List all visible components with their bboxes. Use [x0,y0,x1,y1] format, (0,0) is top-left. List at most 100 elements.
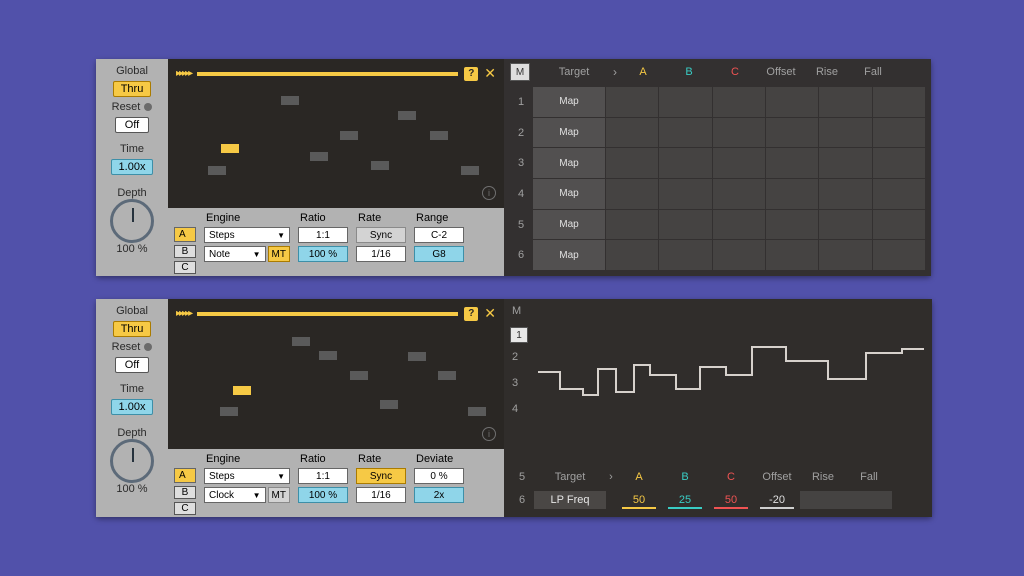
engine-a-button[interactable]: A [174,468,196,483]
step-block[interactable] [310,152,328,161]
cell-a[interactable] [606,148,658,178]
map-button[interactable]: Map [533,118,605,148]
time-value[interactable]: 1.00x [111,159,154,175]
step-block[interactable] [468,407,486,416]
rate-1[interactable]: Sync [356,227,406,243]
cell-b[interactable] [659,118,711,148]
target-name[interactable]: LP Freq [534,491,606,509]
step-display[interactable]: ▸▸▸▸▸ ? ✕ i [168,59,504,208]
step-block[interactable] [221,144,239,153]
step-block[interactable] [319,351,337,360]
viz-slot-1[interactable]: 1 [510,327,528,343]
val-a[interactable]: 50 [616,494,662,506]
off-button[interactable]: Off [115,357,149,373]
step-block[interactable] [350,371,368,380]
cell-fall[interactable] [873,240,925,270]
help-icon[interactable]: ? [464,307,478,321]
cell-c[interactable] [713,118,765,148]
step-block[interactable] [233,386,251,395]
val-rise[interactable] [800,491,846,509]
val-offset[interactable]: -20 [754,494,800,506]
engine-c-button[interactable]: C [174,502,196,515]
deviate-2[interactable]: 2x [414,487,464,503]
step-block[interactable] [281,96,299,105]
info-icon[interactable]: i [482,427,496,441]
cell-b[interactable] [659,148,711,178]
step-block[interactable] [398,111,416,120]
cell-offset[interactable] [766,87,818,117]
step-block[interactable] [430,131,448,140]
step-block[interactable] [380,400,398,409]
close-icon[interactable]: ✕ [484,65,496,82]
deviate-1[interactable]: 0 % [414,468,464,484]
ratio-1[interactable]: 1:1 [298,468,348,484]
cell-c[interactable] [713,210,765,240]
engine-c-button[interactable]: C [174,261,196,274]
step-block[interactable] [220,407,238,416]
cell-c[interactable] [713,87,765,117]
val-fall[interactable] [846,491,892,509]
cell-offset[interactable] [766,118,818,148]
step-block[interactable] [438,371,456,380]
ratio-1[interactable]: 1:1 [298,227,348,243]
mt-button[interactable]: MT [268,487,290,503]
map-button[interactable]: Map [533,210,605,240]
cell-fall[interactable] [873,210,925,240]
mt-button[interactable]: MT [268,246,290,262]
cell-offset[interactable] [766,210,818,240]
depth-knob[interactable] [110,439,154,483]
cell-b[interactable] [659,240,711,270]
ratio-2[interactable]: 100 % [298,487,348,503]
step-block[interactable] [461,166,479,175]
range-1[interactable]: C-2 [414,227,464,243]
close-icon[interactable]: ✕ [484,305,496,322]
cell-fall[interactable] [873,179,925,209]
thru-button[interactable]: Thru [113,321,152,337]
cell-fall[interactable] [873,118,925,148]
cell-rise[interactable] [819,118,871,148]
cell-c[interactable] [713,148,765,178]
step-block[interactable] [408,352,426,361]
cell-c[interactable] [713,179,765,209]
step-block[interactable] [208,166,226,175]
cell-a[interactable] [606,87,658,117]
engine-select-2[interactable]: Note▼ [204,246,266,262]
engine-b-button[interactable]: B [174,486,196,499]
rate-2[interactable]: 1/16 [356,246,406,262]
cell-fall[interactable] [873,87,925,117]
cell-offset[interactable] [766,179,818,209]
cell-offset[interactable] [766,240,818,270]
map-button[interactable]: Map [533,148,605,178]
cell-a[interactable] [606,210,658,240]
cell-rise[interactable] [819,240,871,270]
thru-button[interactable]: Thru [113,81,152,97]
engine-a-button[interactable]: A [174,227,196,242]
cell-a[interactable] [606,179,658,209]
cell-rise[interactable] [819,179,871,209]
cell-rise[interactable] [819,87,871,117]
cell-a[interactable] [606,118,658,148]
info-icon[interactable]: i [482,186,496,200]
cell-a[interactable] [606,240,658,270]
help-icon[interactable]: ? [464,67,478,81]
cell-b[interactable] [659,210,711,240]
depth-knob[interactable] [110,199,154,243]
cell-b[interactable] [659,179,711,209]
engine-b-button[interactable]: B [174,245,196,258]
val-c[interactable]: 50 [708,494,754,506]
map-button[interactable]: Map [533,179,605,209]
step-block[interactable] [340,131,358,140]
range-2[interactable]: G8 [414,246,464,262]
viz-m-label[interactable]: M [512,305,521,317]
matrix-m-button[interactable]: M [510,63,530,81]
rate-1[interactable]: Sync [356,468,406,484]
cell-rise[interactable] [819,148,871,178]
engine-select-1[interactable]: Steps▼ [204,227,290,243]
cell-rise[interactable] [819,210,871,240]
time-value[interactable]: 1.00x [111,399,154,415]
map-button[interactable]: Map [533,240,605,270]
val-b[interactable]: 25 [662,494,708,506]
cell-b[interactable] [659,87,711,117]
rate-2[interactable]: 1/16 [356,487,406,503]
engine-select-2[interactable]: Clock▼ [204,487,266,503]
